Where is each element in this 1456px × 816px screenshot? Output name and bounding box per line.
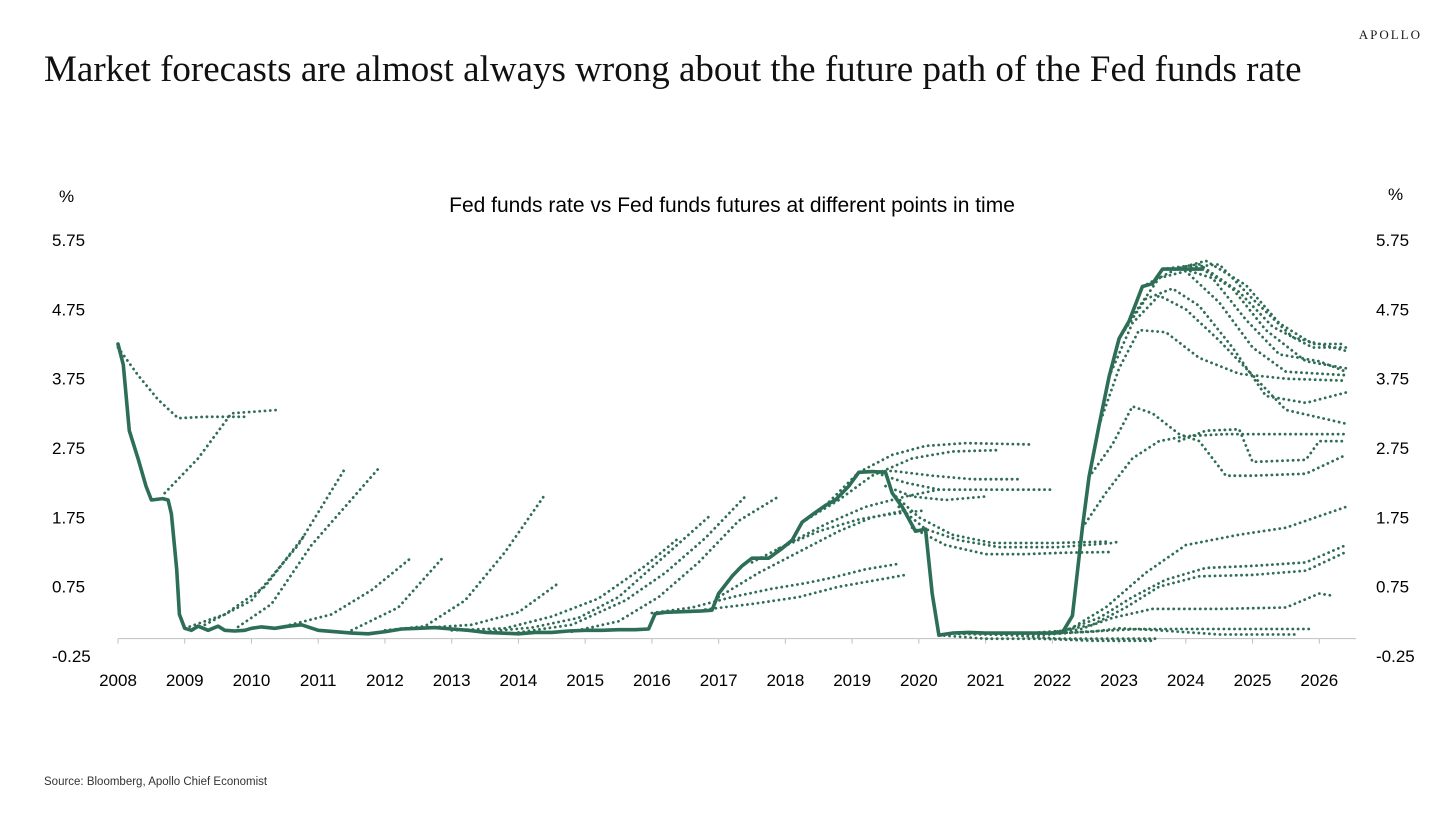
fed-funds-rate-series xyxy=(116,267,1205,637)
y-tick-label-left: 3.75 xyxy=(52,370,85,389)
futures-line-37 xyxy=(1177,427,1348,464)
x-tick-label: 2011 xyxy=(300,671,337,690)
x-tick-label: 2009 xyxy=(166,671,204,690)
futures-line-10 xyxy=(450,536,680,632)
futures-line-2 xyxy=(163,408,280,495)
y-axis-unit-left: % xyxy=(59,187,74,206)
x-tick-label: 2022 xyxy=(1033,671,1071,690)
futures-line-3 xyxy=(183,533,307,630)
x-tick-label: 2015 xyxy=(566,671,604,690)
futures-line-19 xyxy=(800,448,1001,524)
x-tick-label: 2021 xyxy=(967,671,1005,690)
futures-line-36 xyxy=(1087,405,1348,479)
futures-series xyxy=(116,259,1348,643)
y-tick-label-right: 0.75 xyxy=(1376,578,1409,597)
x-tick-label: 2017 xyxy=(700,671,738,690)
futures-line-20 xyxy=(824,441,1034,507)
x-tick-label: 2019 xyxy=(833,671,871,690)
futures-line-35 xyxy=(1081,432,1348,530)
futures-line-40 xyxy=(1117,287,1348,405)
x-tick-label: 2008 xyxy=(99,671,137,690)
source-note: Source: Bloomberg, Apollo Chief Economis… xyxy=(44,776,268,788)
futures-line-1 xyxy=(116,346,247,420)
x-tick-label: 2020 xyxy=(900,671,938,690)
futures-line-42 xyxy=(1141,266,1348,374)
futures-line-5 xyxy=(236,467,380,629)
futures-line-45 xyxy=(1184,262,1348,353)
futures-line-16 xyxy=(717,509,907,599)
futures-line-38 xyxy=(1097,328,1348,427)
futures-line-39 xyxy=(1107,294,1348,426)
futures-line-33 xyxy=(1057,543,1348,634)
futures-line-29 xyxy=(984,627,1314,637)
y-axis-unit-right: % xyxy=(1388,185,1403,204)
y-tick-label-right: 3.75 xyxy=(1376,370,1409,389)
y-tick-label-left: -0.25 xyxy=(52,647,91,666)
y-tick-label-right: -0.25 xyxy=(1376,647,1415,666)
y-tick-label-left: 2.75 xyxy=(52,439,85,458)
fed-funds-rate-line xyxy=(116,267,1205,637)
x-tick-label: 2023 xyxy=(1100,671,1138,690)
futures-line-13 xyxy=(570,495,781,634)
futures-line-41 xyxy=(1127,269,1348,377)
futures-line-9 xyxy=(416,581,560,630)
futures-line-24 xyxy=(890,491,1108,545)
y-tick-label-right: 2.75 xyxy=(1376,439,1409,458)
x-tick-label: 2013 xyxy=(433,671,471,690)
x-tick-label: 2010 xyxy=(233,671,271,690)
futures-line-43 xyxy=(1161,262,1348,349)
futures-line-11 xyxy=(483,512,714,634)
futures-line-28 xyxy=(957,632,1161,641)
futures-line-12 xyxy=(517,495,747,634)
y-tick-label-left: 4.75 xyxy=(52,300,85,319)
x-tick-label: 2025 xyxy=(1234,671,1272,690)
futures-line-7 xyxy=(350,557,444,632)
x-tick-label: 2024 xyxy=(1167,671,1205,690)
y-tick-label-left: 0.75 xyxy=(52,578,85,597)
futures-line-4 xyxy=(203,467,347,627)
y-tick-label-right: 4.75 xyxy=(1376,300,1409,319)
y-tick-label-left: 5.75 xyxy=(52,231,85,250)
x-tick-label: 2026 xyxy=(1300,671,1338,690)
futures-line-46 xyxy=(1201,267,1348,370)
y-ticks-right: 5.75 4.75 3.75 2.75 1.75 0.75 -0.25 xyxy=(1376,231,1415,666)
futures-line-14 xyxy=(650,562,901,615)
futures-line-32 xyxy=(1050,550,1348,634)
y-ticks-left: 5.75 4.75 3.75 2.75 1.75 0.75 -0.25 xyxy=(52,231,91,666)
futures-line-25 xyxy=(897,505,1121,549)
x-tick-label: 2016 xyxy=(633,671,671,690)
futures-line-15 xyxy=(703,573,907,611)
futures-line-26 xyxy=(910,526,1114,556)
y-tick-label-left: 1.75 xyxy=(52,508,85,527)
futures-line-23 xyxy=(884,484,987,502)
x-tick-label: 2018 xyxy=(766,671,804,690)
y-tick-label-right: 1.75 xyxy=(1376,508,1409,527)
x-tick-label: 2012 xyxy=(366,671,404,690)
futures-line-22 xyxy=(870,470,1054,491)
futures-line-31 xyxy=(1037,592,1334,634)
apollo-logo: APOLLO xyxy=(1358,27,1422,42)
futures-line-18 xyxy=(777,509,927,550)
page-title: Market forecasts are almost always wrong… xyxy=(44,49,1302,90)
x-tick-label: 2014 xyxy=(500,671,538,690)
futures-line-27 xyxy=(937,633,1154,643)
futures-line-34 xyxy=(1064,505,1348,634)
x-ticks: 2008 2009 2010 2011 2012 2013 2014 2015 2016 2017… xyxy=(99,638,1338,690)
chart-title: Fed funds rate vs Fed funds futures at d… xyxy=(449,194,1015,217)
futures-line-6 xyxy=(283,556,413,628)
y-tick-label-right: 5.75 xyxy=(1376,231,1409,250)
